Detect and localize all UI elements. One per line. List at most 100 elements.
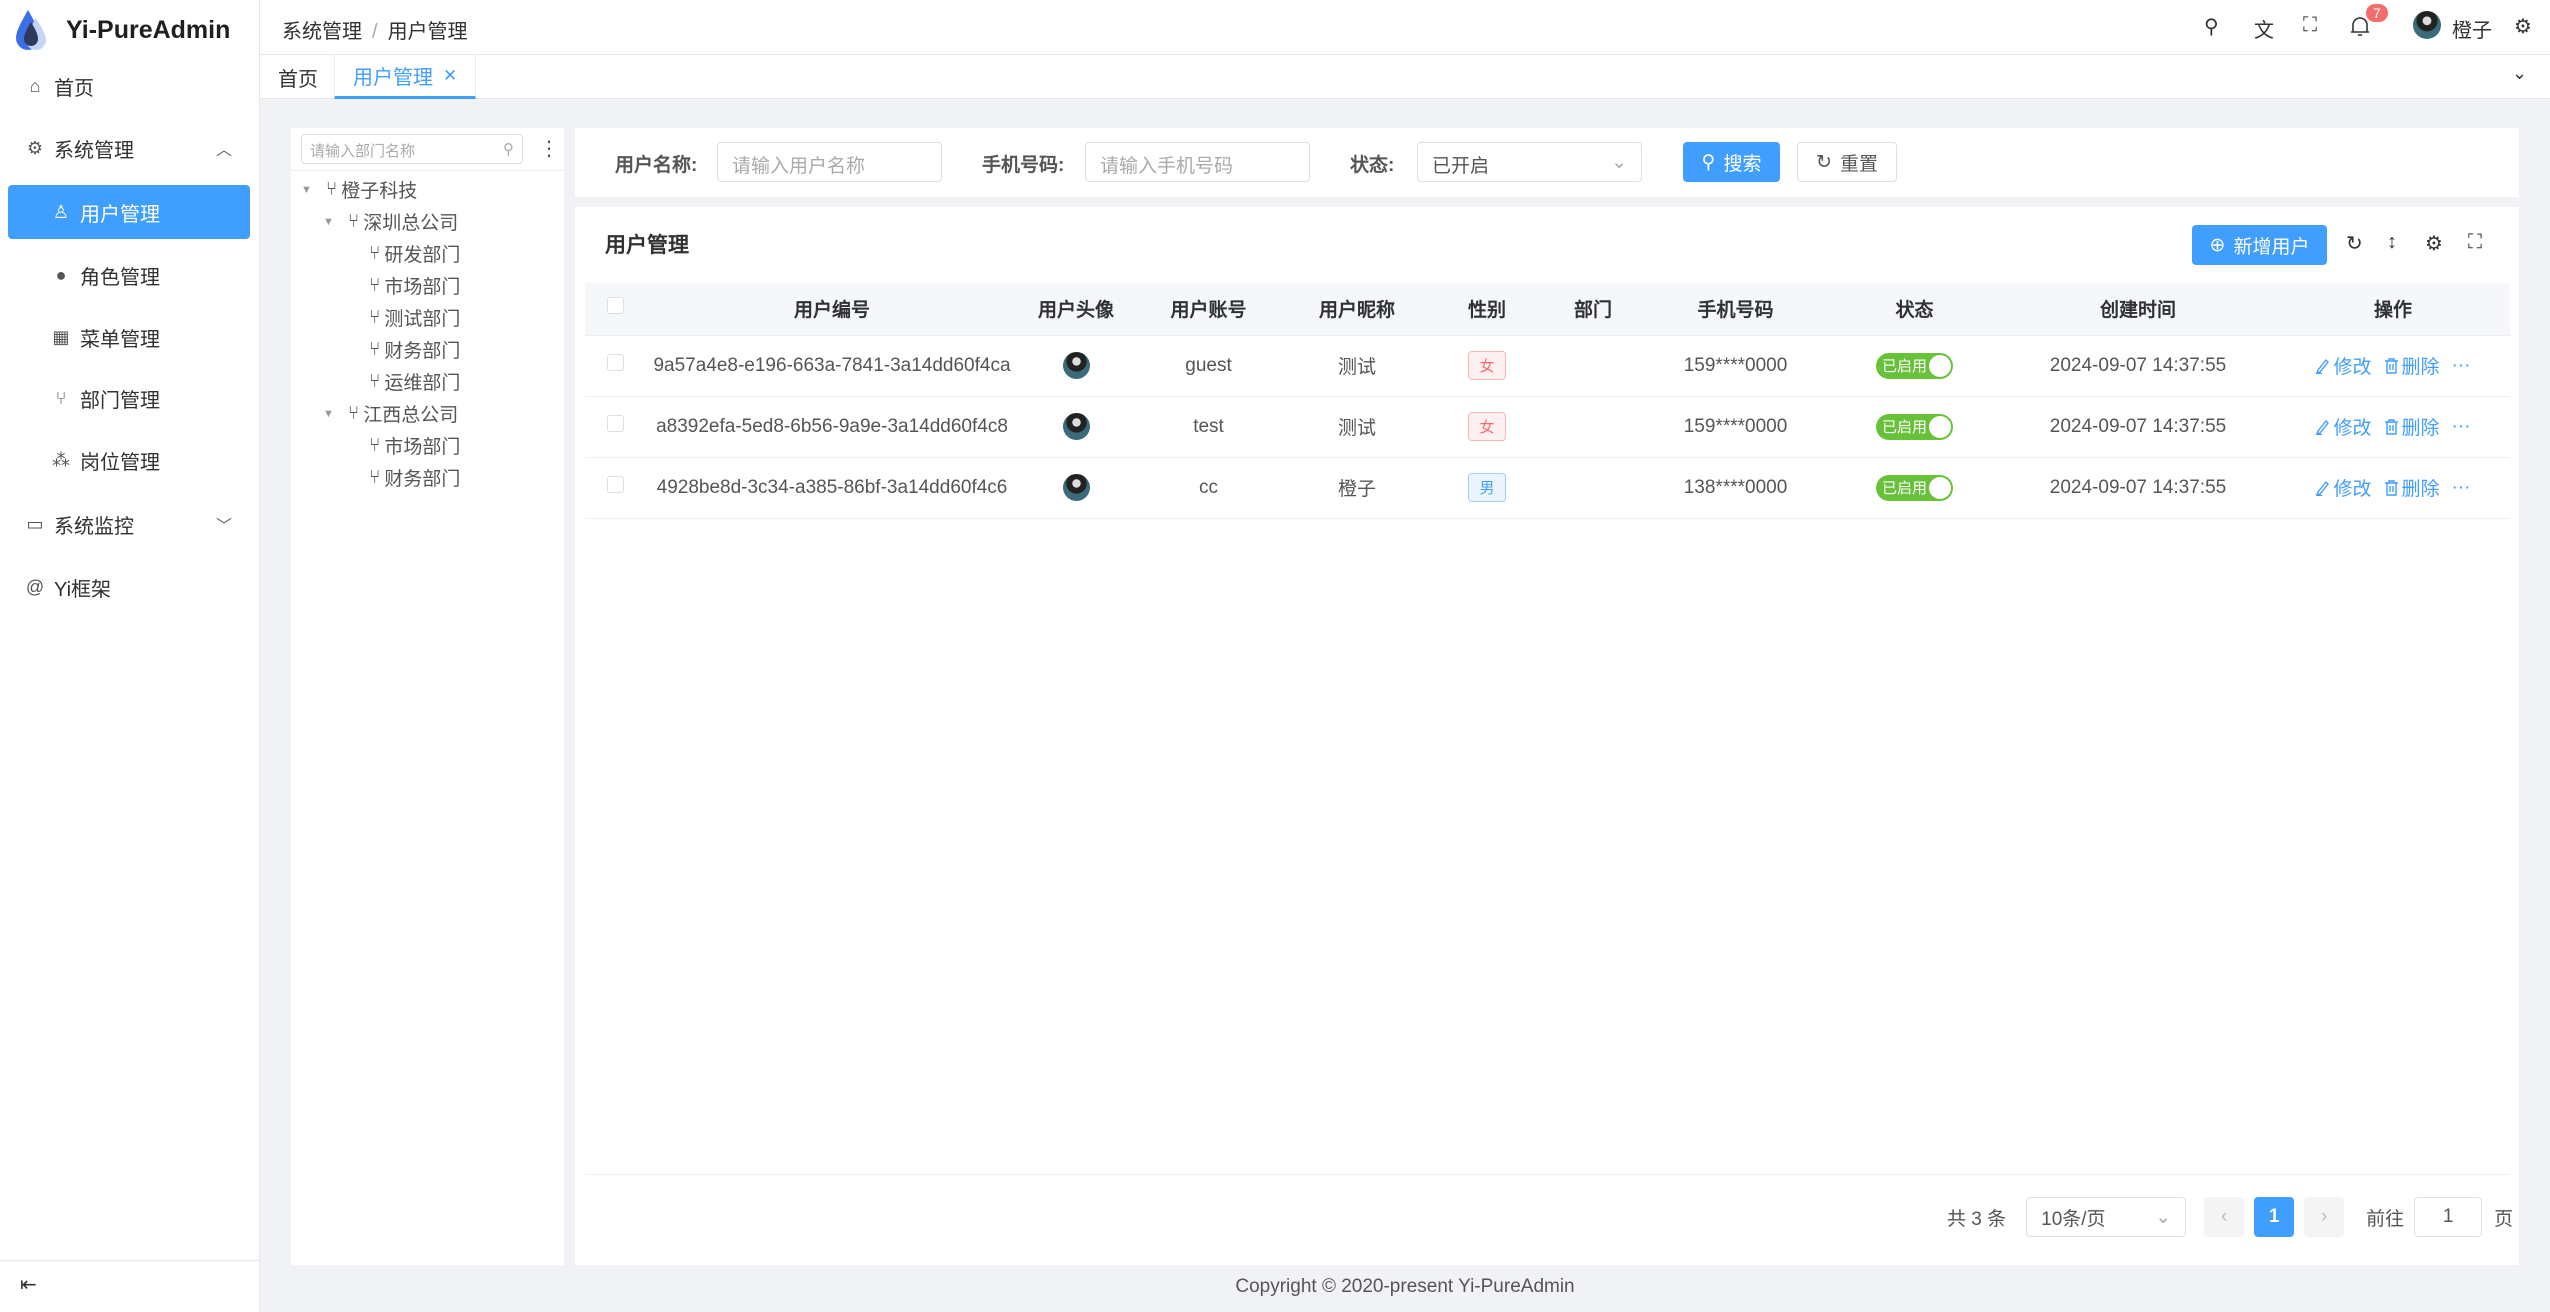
sidebar-item-home[interactable]: ⌂ 首页: [8, 59, 250, 113]
toggle-label: 已启用: [1881, 358, 1927, 375]
edit-button[interactable]: 修改: [2315, 474, 2372, 501]
row-checkbox[interactable]: [606, 476, 624, 493]
fullscreen-icon[interactable]: ⛶: [2303, 14, 2317, 36]
sidebar-item-posts[interactable]: ⁂ 岗位管理: [8, 433, 250, 487]
more-icon[interactable]: ···: [2451, 476, 2471, 498]
search-icon[interactable]: ⚲: [2204, 16, 2219, 38]
edit-icon: [2316, 419, 2330, 435]
tree-node[interactable]: ⑂ 研发部门: [369, 240, 460, 267]
user-nickname: 测试: [1284, 335, 1430, 397]
logo[interactable]: Yi-PureAdmin: [14, 8, 230, 52]
status-toggle[interactable]: 已启用: [1875, 413, 1953, 440]
translate-icon[interactable]: 文: [2254, 20, 2274, 42]
refresh-icon[interactable]: ↻: [2346, 233, 2363, 255]
close-icon[interactable]: ✕: [443, 65, 458, 85]
tree-node[interactable]: ▼ ⑂ 江西总公司: [323, 400, 458, 427]
button-label: 修改: [2333, 479, 2372, 500]
sidebar-item-menus[interactable]: ▦ 菜单管理: [8, 310, 250, 364]
reset-button[interactable]: ↻ 重置: [1797, 142, 1897, 182]
tree-node[interactable]: ⑂ 财务部门: [369, 336, 460, 363]
sidebar-item-departments[interactable]: ⑂ 部门管理: [8, 371, 250, 425]
user-id: 9a57a4e8-e196-663a-7841-3a14dd60f4ca: [645, 335, 1019, 397]
tree-node-label: 深圳总公司: [363, 213, 459, 234]
user-avatar: [1062, 474, 1090, 501]
edit-button[interactable]: 修改: [2315, 413, 2372, 440]
plus-circle-icon: ⊕: [2209, 234, 2226, 256]
tab-home[interactable]: 首页: [260, 55, 336, 99]
column-header: 用户账号: [1133, 283, 1284, 336]
column-header: 用户编号: [645, 283, 1019, 336]
created-time: 2024-09-07 14:37:55: [2000, 335, 2276, 397]
delete-button[interactable]: 删除: [2384, 352, 2440, 379]
branch-icon: ⑂: [347, 402, 360, 424]
username-label: 用户名称:: [615, 155, 698, 176]
user-department: [1544, 457, 1642, 519]
sidebar-item-system[interactable]: ⚙ 系统管理 ︿: [8, 121, 250, 175]
tree-node-label: 橙子科技: [341, 181, 418, 202]
more-icon[interactable]: ···: [2451, 354, 2471, 376]
tree-node[interactable]: ⑂ 运维部门: [369, 368, 460, 395]
tree-node[interactable]: ⑂ 财务部门: [369, 464, 460, 491]
delete-button[interactable]: 删除: [2384, 474, 2440, 501]
user-department: [1544, 396, 1642, 458]
tree-node[interactable]: ▼ ⑂ 深圳总公司: [323, 208, 458, 235]
page-unit-label: 页: [2494, 1208, 2514, 1230]
user-phone: 159****0000: [1642, 335, 1829, 397]
caret-down-icon[interactable]: ▼: [323, 407, 334, 420]
department-search-input[interactable]: 请输入部门名称 ⚲: [301, 134, 523, 164]
add-user-button[interactable]: ⊕ 新增用户: [2192, 225, 2327, 265]
app-title: Yi-PureAdmin: [66, 15, 231, 44]
header: 系统管理 / 用户管理 ⚲ 文 ⛶ 7 橙子 ⚙: [260, 0, 2550, 55]
chevron-down-icon[interactable]: ⌄: [2512, 63, 2528, 83]
filter-bar: 用户名称: 请输入用户名称 手机号码: 请输入手机号码 状态: 已开启 ⌄ ⚲ 搜索…: [575, 128, 2519, 197]
table-title: 用户管理: [605, 234, 689, 257]
next-page-button[interactable]: ›: [2304, 1197, 2345, 1237]
search-button[interactable]: ⚲ 搜索: [1683, 142, 1780, 182]
sidebar-item-roles[interactable]: ● 角色管理: [8, 248, 250, 302]
username[interactable]: 橙子: [2452, 20, 2492, 42]
button-label: 修改: [2333, 418, 2372, 439]
tree-node[interactable]: ⑂ 测试部门: [369, 304, 460, 331]
settings-icon[interactable]: ⚙: [2514, 16, 2532, 38]
user-avatar[interactable]: [2413, 11, 2441, 39]
table-header: 用户编号 用户头像 用户账号 用户昵称 性别 部门 手机号码 状态 创建时间 操…: [585, 283, 2510, 336]
more-vertical-icon[interactable]: ⋮: [539, 138, 559, 160]
collapse-sidebar-icon[interactable]: ⇤: [20, 1274, 37, 1296]
tree-node[interactable]: ▼ ⑂ 橙子科技: [301, 176, 417, 203]
trash-icon: [2384, 480, 2398, 496]
fullscreen-icon[interactable]: ⛶: [2468, 231, 2482, 253]
button-label: 修改: [2333, 357, 2372, 378]
sidebar-item-yi[interactable]: @ Yi框架: [8, 560, 250, 614]
caret-down-icon[interactable]: ▼: [301, 183, 312, 196]
status-select[interactable]: 已开启 ⌄: [1417, 142, 1642, 182]
tree-node[interactable]: ⑂ 市场部门: [369, 432, 460, 459]
bell-icon[interactable]: [2350, 16, 2370, 38]
row-checkbox[interactable]: [606, 415, 624, 432]
sidebar-item-users[interactable]: ♙ 用户管理: [8, 185, 250, 239]
density-icon[interactable]: ↕: [2387, 231, 2397, 253]
column-settings-icon[interactable]: ⚙: [2425, 233, 2443, 255]
page-button-current[interactable]: 1: [2254, 1197, 2295, 1237]
selected-value: 10条/页: [2041, 1208, 2106, 1230]
page-size-select[interactable]: 10条/页 ⌄: [2026, 1197, 2187, 1237]
tree-node[interactable]: ⑂ 市场部门: [369, 272, 460, 299]
button-label: 新增用户: [2233, 236, 2310, 258]
prev-page-button[interactable]: ‹: [2204, 1197, 2245, 1237]
delete-button[interactable]: 删除: [2384, 413, 2440, 440]
status-toggle[interactable]: 已启用: [1875, 352, 1953, 379]
more-icon[interactable]: ···: [2451, 415, 2471, 437]
sidebar-item-label: 首页: [54, 77, 94, 100]
user-phone: 138****0000: [1642, 457, 1829, 519]
tab-users[interactable]: 用户管理 ✕: [334, 55, 477, 99]
sidebar-item-monitor[interactable]: ▭ 系统监控 ﹀: [8, 497, 250, 551]
user-avatar: [1062, 352, 1090, 379]
edit-button[interactable]: 修改: [2315, 352, 2372, 379]
select-all-checkbox[interactable]: [606, 297, 624, 315]
row-checkbox[interactable]: [606, 354, 624, 371]
phone-input[interactable]: 请输入手机号码: [1085, 142, 1310, 182]
breadcrumb-item[interactable]: 系统管理: [282, 21, 362, 43]
goto-page-input[interactable]: 1: [2414, 1197, 2483, 1237]
username-input[interactable]: 请输入用户名称: [717, 142, 942, 182]
caret-down-icon[interactable]: ▼: [323, 215, 334, 228]
status-toggle[interactable]: 已启用: [1875, 474, 1953, 501]
